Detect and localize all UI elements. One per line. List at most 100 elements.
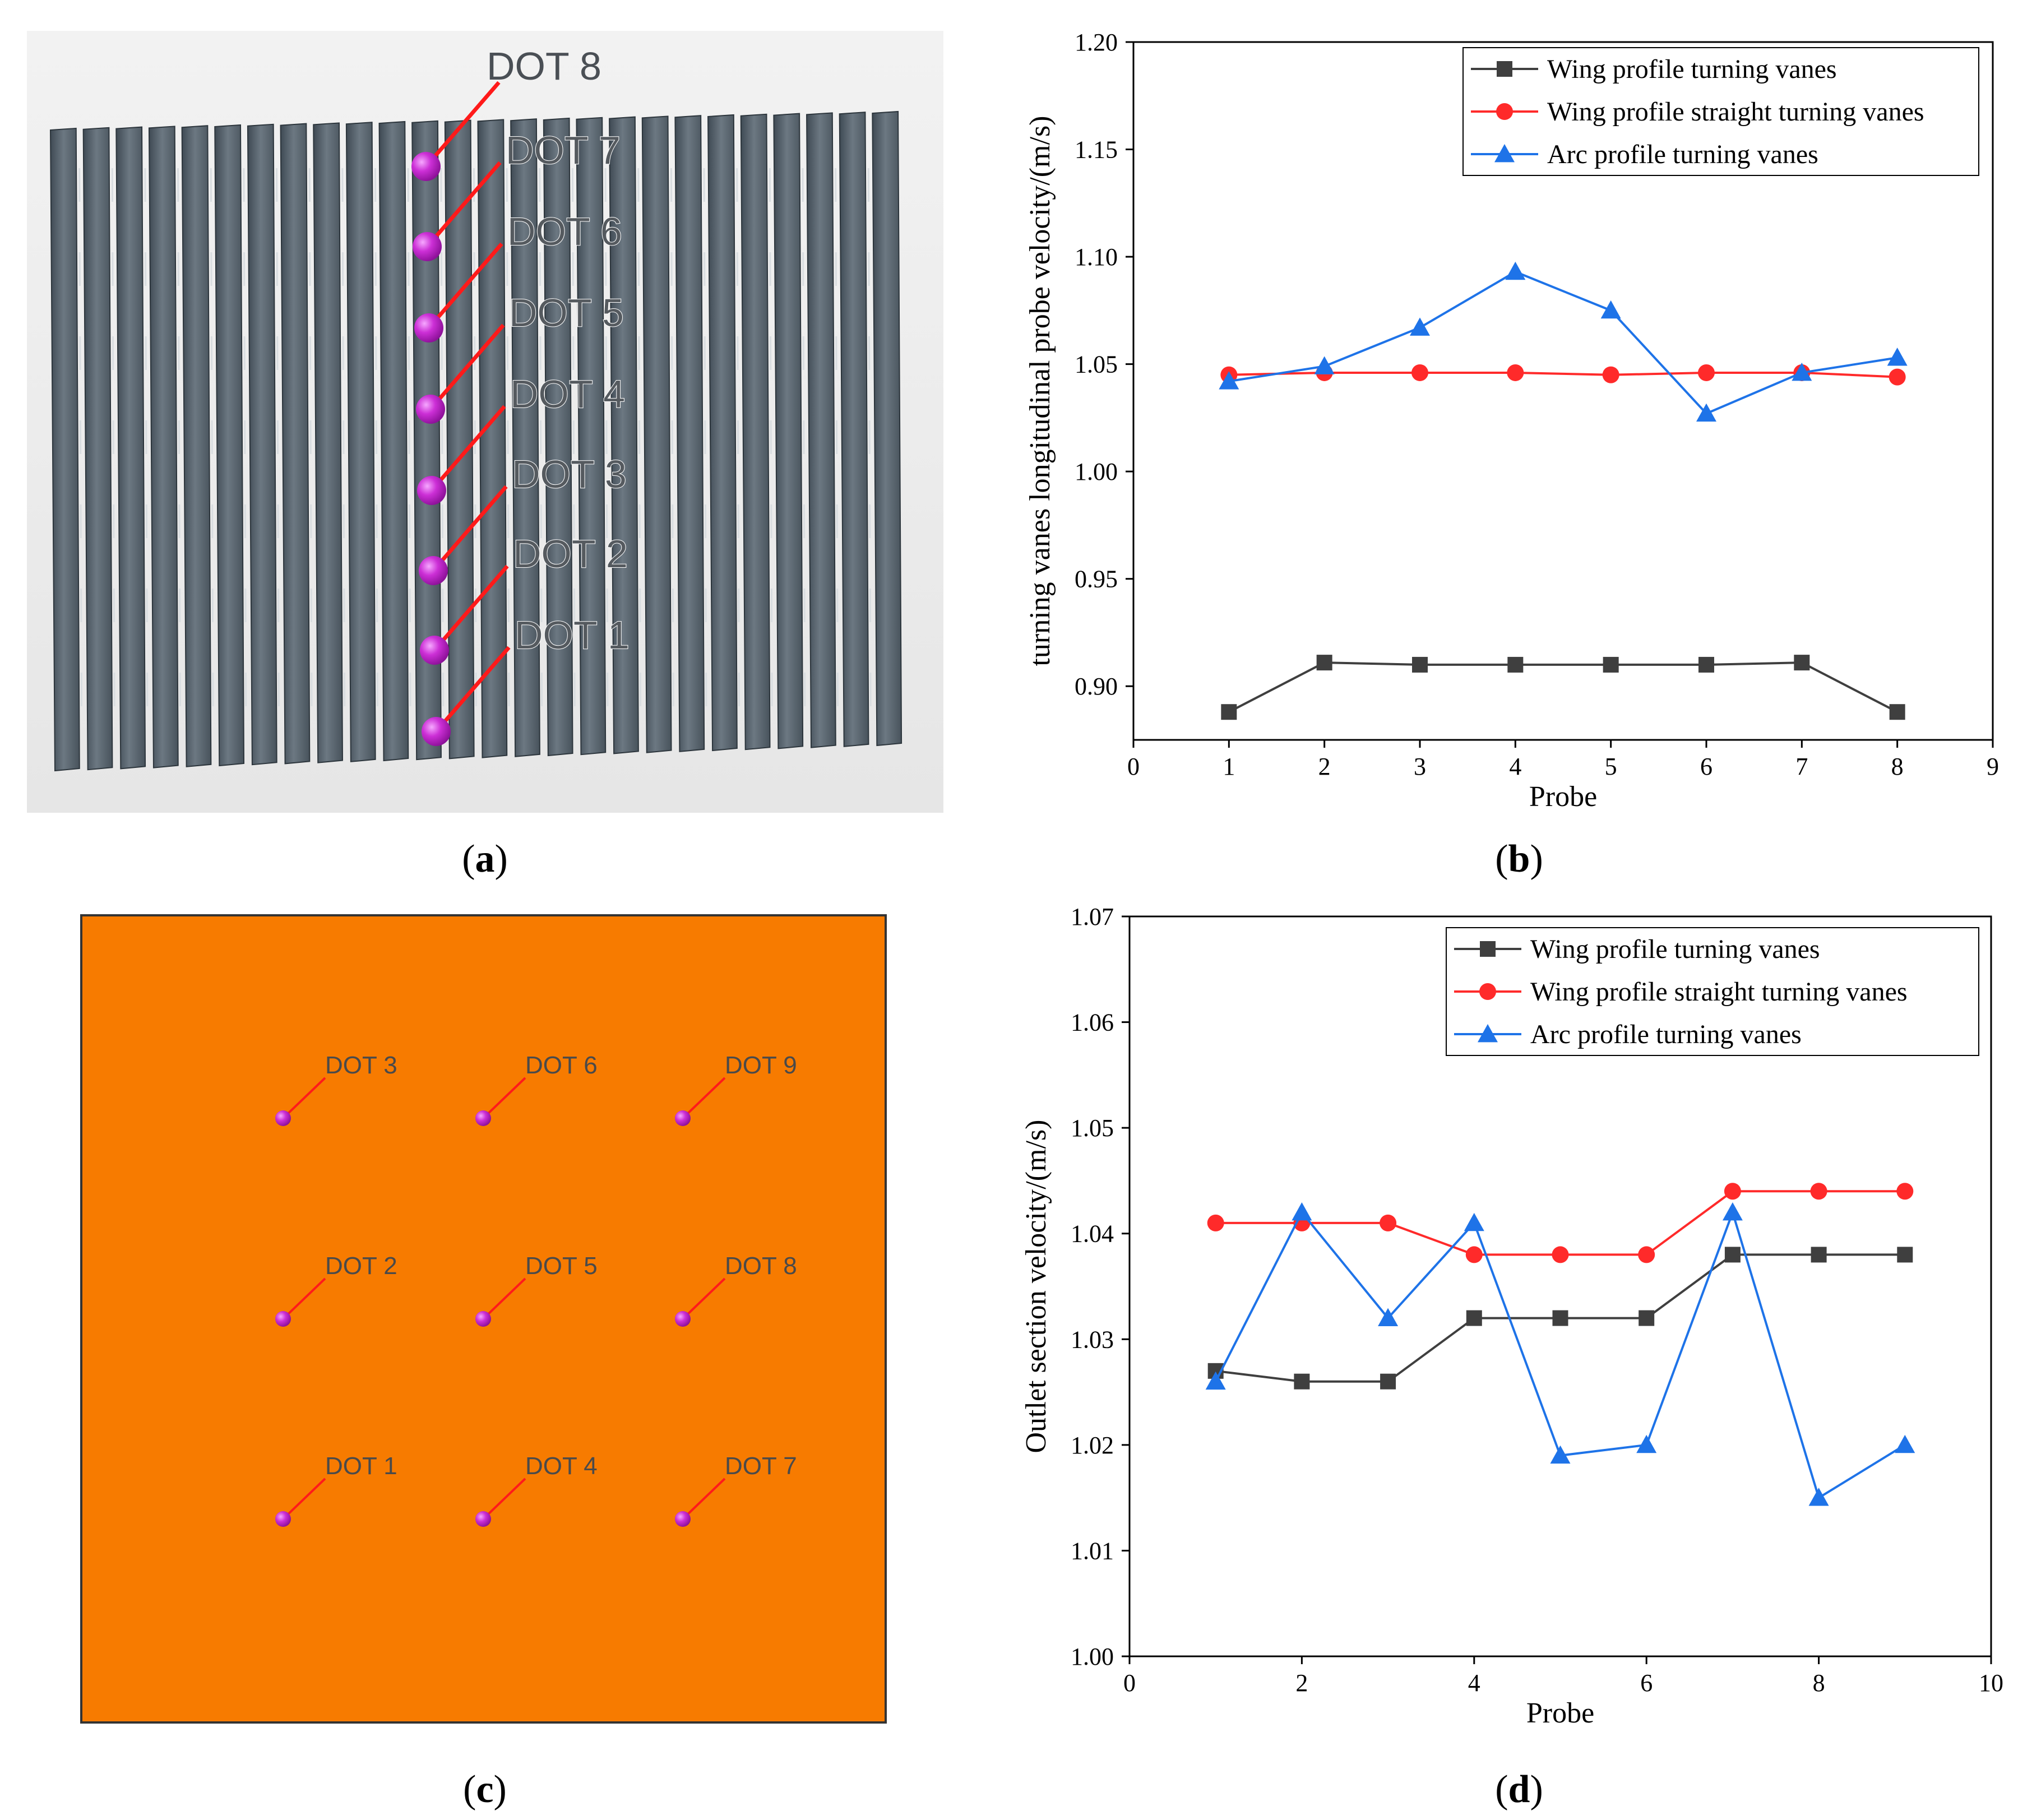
vane-gap (341, 168, 346, 724)
data-point-square (1507, 656, 1524, 673)
probe-sphere (475, 1511, 491, 1527)
data-point-triangle (1636, 1434, 1657, 1453)
probe-label: DOT 3 (325, 1052, 397, 1079)
probe-label: DOT 5 (525, 1252, 598, 1280)
probe-sphere (414, 313, 443, 342)
data-point-triangle (1205, 1371, 1226, 1390)
turning-vane (477, 119, 508, 758)
data-point-triangle (1494, 144, 1515, 163)
data-point-circle (1638, 1246, 1655, 1263)
probe-leader-line (432, 485, 508, 572)
turning-vane (214, 124, 245, 767)
probe-leader-line (482, 1277, 526, 1320)
probe-leader-line (282, 1478, 326, 1520)
legend-label: Wing profile turning vanes (1530, 934, 1820, 964)
y-tick-label: 0.90 (1075, 673, 1118, 700)
data-point-circle (1496, 103, 1513, 120)
data-point-square (1497, 61, 1512, 77)
x-tick-label: 2 (1295, 1669, 1308, 1697)
legend: Wing profile turning vanes Wing profile s… (1462, 47, 1979, 176)
data-point-circle (1207, 1214, 1224, 1231)
turning-vane (576, 117, 607, 756)
turning-vane (247, 123, 277, 766)
probe-leader-line (682, 1077, 726, 1119)
y-axis-title: Outlet section velocity/(m/s) (1020, 1120, 1052, 1453)
series-line (1215, 1190, 1905, 1256)
x-tick-label: 8 (1891, 753, 1904, 780)
probe-leader-line (425, 161, 502, 248)
data-point-triangle (1478, 1024, 1498, 1043)
vane-gap (407, 168, 411, 724)
series-triangle (1219, 261, 1908, 422)
legend-label: Arc profile turning vanes (1530, 1020, 1802, 1049)
probe-label: DOT 3 (512, 452, 627, 496)
data-point-square (1552, 1310, 1568, 1326)
probe-label: DOT 6 (507, 210, 622, 253)
y-tick-label: 1.05 (1071, 1114, 1114, 1142)
probe-sphere (475, 1311, 491, 1327)
data-point-square (1698, 656, 1714, 673)
data-point-circle (1411, 364, 1428, 381)
vane-gap (637, 168, 642, 724)
probe-sphere (275, 1511, 291, 1527)
x-tick-label: 6 (1640, 1669, 1653, 1697)
probe-label: DOT 8 (725, 1252, 797, 1280)
probe-leader-line (427, 242, 503, 330)
data-point-square (1412, 656, 1428, 673)
vane-gap (539, 168, 543, 724)
vane-gap (374, 168, 378, 724)
probe-leader-line (682, 1478, 726, 1520)
legend-label: Wing profile straight turning vanes (1530, 977, 1908, 1007)
vane-gap (473, 168, 477, 724)
turning-vane (49, 127, 80, 772)
probe-label: DOT 2 (325, 1252, 397, 1280)
data-point-circle (1698, 364, 1715, 381)
turning-vane (148, 126, 179, 768)
x-tick-label: 5 (1605, 753, 1617, 780)
turning-vane (444, 119, 475, 760)
probe-sphere (417, 476, 446, 505)
probe-label: DOT 6 (525, 1052, 598, 1079)
panel-c: DOT 1 DOT 2 DOT 3 DOT 4 DOT 5 DOT 6 DOT 7 DOT 8… (80, 914, 887, 1724)
legend-box (1462, 47, 1979, 176)
data-point-triangle (1696, 403, 1716, 422)
probe-sphere (475, 1110, 491, 1126)
turning-vane (115, 126, 146, 770)
data-point-square (1380, 1373, 1396, 1390)
vane-gap (276, 168, 280, 724)
vane-gap (867, 168, 872, 724)
panel-label-d: (d) (1495, 1768, 1543, 1811)
y-tick-label: 0.95 (1075, 566, 1118, 593)
data-point-square (1480, 941, 1496, 957)
chart-b: 0 1 2 3 4 5 6 7 8 9 0.90 0.95 1.00 1.05 1.10 1.15 1.20 Pr… (1024, 29, 1999, 813)
x-tick-label: 6 (1700, 753, 1712, 780)
x-tick-label: 8 (1813, 1669, 1825, 1697)
data-point-triangle (1464, 1212, 1484, 1231)
series-square (1207, 1247, 1913, 1390)
vane-gap (604, 168, 609, 724)
y-tick-label: 1.00 (1075, 458, 1118, 485)
probe-leader-line (430, 405, 506, 492)
vane-gap (703, 168, 707, 724)
vane-gap (506, 168, 510, 724)
turning-vane (543, 117, 573, 757)
turning-vane (510, 118, 540, 757)
probe-leader-line (482, 1478, 526, 1520)
probe-label: DOT 8 (487, 44, 601, 88)
vane-gap (440, 168, 445, 724)
data-point-square (1221, 704, 1237, 720)
vane-gap (144, 168, 149, 724)
y-tick-label: 1.06 (1071, 1009, 1114, 1036)
data-point-triangle (1219, 371, 1239, 390)
probe-label: DOT 1 (325, 1452, 397, 1480)
series-triangle (1205, 1202, 1915, 1506)
vane-gap (78, 168, 83, 724)
vane-gap (736, 168, 740, 724)
probe-leader-line (433, 564, 509, 652)
x-tick-label: 9 (1987, 753, 1999, 780)
vane-gap (177, 168, 182, 724)
vane-gap (571, 168, 576, 724)
turning-vanes-render (49, 110, 902, 772)
data-point-circle (1465, 1246, 1483, 1263)
data-point-square (1794, 655, 1810, 671)
